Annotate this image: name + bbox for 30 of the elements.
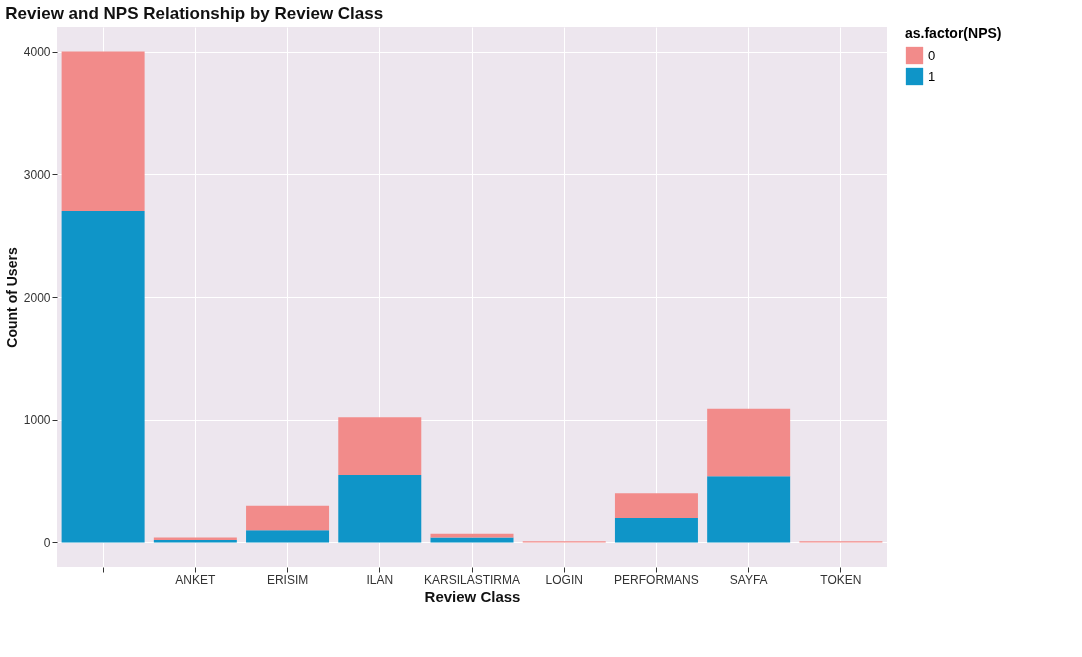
legend-label: 0 [928,47,936,63]
x-tick-label: ANKET [175,572,216,587]
x-tick-label: TOKEN [820,572,862,587]
bar [614,517,698,543]
bar [430,533,514,538]
x-tick-label: PERFORMANS [614,572,699,587]
x-tick-label: ILAN [366,572,394,587]
chart-title: Review and NPS Relationship by Review Class [5,4,384,23]
bar [338,417,422,475]
bar [707,476,791,543]
x-tick-label: ERISIM [266,572,309,587]
bar [338,474,422,543]
legend-label: 1 [928,68,936,84]
legend-title: as.factor(NPS) [905,25,1002,41]
y-axis-title: Count of Users [3,247,20,348]
x-axis-title: Review Class [424,587,521,605]
bar [61,51,145,212]
x-tick-label: SAYFA [729,572,768,587]
y-tick-label: 4000 [23,45,51,60]
bar [61,211,145,543]
y-tick-label: 1000 [23,413,51,428]
bar [246,505,330,531]
bar [614,493,698,518]
bar [246,530,330,543]
bar [707,408,791,477]
y-tick-label: 0 [43,535,51,550]
y-tick-label: 2000 [23,290,51,305]
x-tick-label: LOGIN [545,572,583,587]
x-tick-label: KARSILASTIRMA [423,572,521,587]
y-tick-label: 3000 [23,167,51,182]
